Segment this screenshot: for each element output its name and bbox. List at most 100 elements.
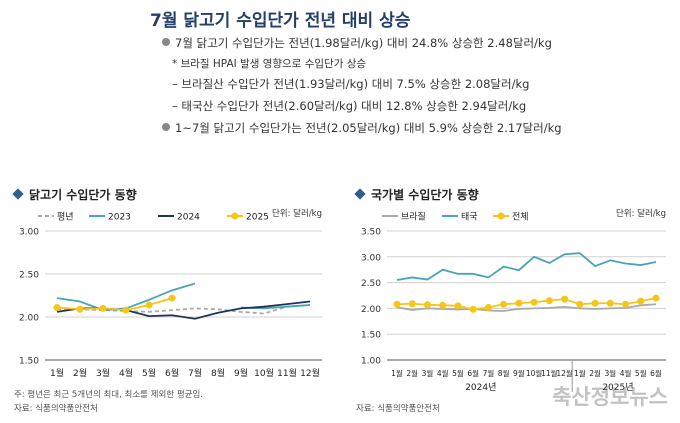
data-point xyxy=(606,299,614,307)
bullet-icon xyxy=(162,123,170,131)
x-tick-label: 10월 xyxy=(526,368,543,378)
data-point xyxy=(545,297,553,305)
data-point xyxy=(393,300,401,308)
summary-bullet-2: 1~7월 닭고기 수입단가는 전년(2.05달러/kg) 대비 5.9% 상승한… xyxy=(162,120,562,136)
left-chart-title-text: 닭고기 수입단가 동향 xyxy=(29,188,137,202)
legend-label: 2024 xyxy=(177,213,200,223)
left-footnote-2: 자료: 식품의약품안전처 xyxy=(14,404,98,414)
right-chart-title: 국가별 수입단가 동향 xyxy=(354,186,479,203)
x-tick-label: 5월 xyxy=(142,367,156,379)
summary-bullet-1: 7월 닭고기 수입단가는 전년(1.98달러/kg) 대비 24.8% 상승한 … xyxy=(162,35,552,51)
legend-label: 태국 xyxy=(461,212,478,223)
x-tick-label: 1월 xyxy=(50,367,64,379)
legend-label: 2023 xyxy=(108,213,131,223)
y-tick-label: 2.00 xyxy=(361,305,381,315)
x-tick-label: 9월 xyxy=(513,368,525,378)
data-point xyxy=(454,302,462,310)
data-point xyxy=(145,301,153,309)
bullet-icon xyxy=(162,38,170,46)
series-line xyxy=(396,303,657,312)
unit-label: 단위: 달러/kg xyxy=(616,208,666,219)
left-chart-title: 닭고기 수입단가 동향 xyxy=(12,186,137,203)
data-point xyxy=(561,295,569,303)
y-tick-label: 3.00 xyxy=(19,228,39,238)
x-tick-label: 6월 xyxy=(165,367,179,379)
data-point xyxy=(99,304,107,312)
x-tick-label: 5월 xyxy=(635,368,647,378)
x-tick-label: 3월 xyxy=(96,367,110,379)
data-point xyxy=(515,299,523,307)
year-label: 2025년 xyxy=(602,382,633,393)
data-point xyxy=(168,294,176,302)
y-tick-label: 1.50 xyxy=(361,331,381,341)
y-tick-label: 3.00 xyxy=(361,253,381,263)
x-tick-label: 7월 xyxy=(188,367,202,379)
data-point xyxy=(637,297,645,305)
x-tick-label: 7월 xyxy=(483,368,495,378)
summary-text-1: 7월 닭고기 수입단가는 전년(1.98달러/kg) 대비 24.8% 상승한 … xyxy=(175,36,552,50)
summary-note: * 브라질 HPAI 발생 영향으로 수입단가 상승 xyxy=(172,58,367,70)
right-chart-title-text: 국가별 수입단가 동향 xyxy=(371,188,479,202)
x-tick-label: 11월 xyxy=(277,367,297,379)
data-point xyxy=(76,305,84,313)
legend-label: 2025 xyxy=(246,213,269,223)
series-line xyxy=(57,304,311,315)
y-tick-label: 2.00 xyxy=(19,314,39,324)
data-point xyxy=(53,304,61,312)
data-point xyxy=(622,300,630,308)
data-point xyxy=(423,301,431,309)
x-tick-label: 2월 xyxy=(73,367,87,379)
legend-marker xyxy=(231,212,239,220)
x-tick-label: 1월 xyxy=(391,368,403,378)
x-tick-label: 12월 xyxy=(556,368,573,378)
x-tick-label: 9월 xyxy=(234,367,248,379)
y-tick-label: 1.50 xyxy=(19,357,39,367)
x-tick-label: 1월 xyxy=(574,368,586,378)
data-point xyxy=(439,301,447,309)
legend-label: 전체 xyxy=(512,212,529,223)
series-line xyxy=(396,252,657,281)
x-tick-label: 12월 xyxy=(300,367,320,379)
series-line xyxy=(56,297,173,312)
x-tick-label: 4월 xyxy=(119,367,133,379)
x-tick-label: 4월 xyxy=(620,368,632,378)
x-tick-label: 2월 xyxy=(589,368,601,378)
summary-text-2: 1~7월 닭고기 수입단가는 전년(2.05달러/kg) 대비 5.9% 상승한… xyxy=(175,121,562,135)
data-point xyxy=(591,299,599,307)
y-tick-label: 2.50 xyxy=(361,279,381,289)
data-point xyxy=(408,300,416,308)
x-tick-label: 10월 xyxy=(254,367,274,379)
watermark: 축산정보뉴스 xyxy=(552,385,668,409)
x-tick-label: 2월 xyxy=(406,368,418,378)
x-tick-label: 6월 xyxy=(467,368,479,378)
summary-sub-2: – 태국산 수입단가 전년(2.60달러/kg) 대비 12.8% 상승한 2.… xyxy=(172,99,527,113)
x-tick-label: 4월 xyxy=(437,368,449,378)
data-point xyxy=(484,303,492,311)
year-label: 2024년 xyxy=(465,382,496,393)
page-title: 7월 닭고기 수입단가 전년 대비 상승 xyxy=(150,11,411,31)
x-tick-label: 3월 xyxy=(422,368,434,378)
data-point xyxy=(122,306,130,314)
unit-label: 단위: 달러/kg xyxy=(272,208,322,219)
right-footnote: 자료: 식품의약품안전처 xyxy=(356,404,440,414)
x-tick-label: 8월 xyxy=(211,367,225,379)
data-point xyxy=(469,305,477,313)
data-point xyxy=(576,300,584,308)
y-tick-label: 3.50 xyxy=(361,228,381,238)
x-tick-label: 3월 xyxy=(604,368,616,378)
data-point xyxy=(652,294,660,302)
data-point xyxy=(500,300,508,308)
x-tick-label: 6월 xyxy=(650,368,662,378)
legend-label: 브라질 xyxy=(401,211,426,223)
legend-label: 평년 xyxy=(57,212,74,223)
x-tick-label: 11월 xyxy=(541,368,558,378)
y-tick-label: 2.50 xyxy=(19,271,39,281)
x-tick-label: 8월 xyxy=(498,368,510,378)
legend-marker xyxy=(497,212,505,220)
y-tick-label: 1.00 xyxy=(361,357,381,367)
data-point xyxy=(530,298,538,306)
x-tick-label: 5월 xyxy=(452,368,464,378)
summary-sub-1: – 브라질산 수입단가 전년(1.93달러/kg) 대비 7.5% 상승한 2.… xyxy=(172,77,530,91)
left-footnote-1: 주: 평년은 최근 5개년의 최대, 최소를 제외한 평균임. xyxy=(14,390,203,400)
